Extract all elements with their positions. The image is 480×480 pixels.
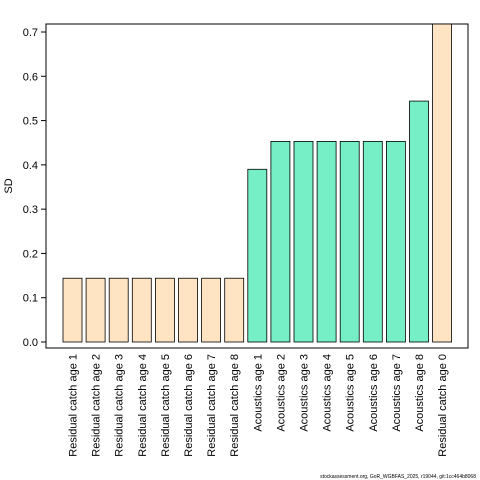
bar-10 — [270, 140, 291, 343]
y-axis-label: SD — [3, 178, 15, 193]
y-tick-label-0: 0.0 — [23, 337, 38, 349]
x-tick-label-16: Acoustics age 8 — [414, 354, 426, 432]
bar-6 — [178, 277, 198, 343]
bar-17 — [432, 23, 453, 343]
x-tick-label-5: Residual catch age 5 — [160, 354, 172, 457]
x-tick-label-11: Acoustics age 3 — [299, 354, 311, 432]
x-tick-label-1: Residual catch age 1 — [68, 354, 80, 457]
x-axis-labels: Residual catch age 1 Residual catch age 2… — [68, 354, 450, 457]
y-tick-label-6: 0.6 — [23, 71, 38, 83]
bar-12 — [316, 140, 337, 343]
bar-11 — [293, 140, 314, 343]
x-tick-label-15: Acoustics age 7 — [391, 354, 403, 432]
y-axis: 0.0 0.1 0.2 0.3 0.4 0.5 0.6 0.7 — [23, 27, 47, 349]
x-tick-label-2: Residual catch age 2 — [91, 354, 103, 457]
bar-15 — [385, 140, 406, 343]
x-tick-label-13: Acoustics age 5 — [345, 354, 357, 432]
y-tick-label-2: 0.2 — [23, 248, 38, 260]
x-tick-label-3: Residual catch age 3 — [114, 354, 126, 457]
bar-4 — [131, 277, 152, 343]
x-tick-label-14: Acoustics age 6 — [368, 354, 380, 432]
x-tick-label-6: Residual catch age 6 — [183, 354, 195, 457]
x-tick-label-10: Acoustics age 2 — [275, 354, 287, 432]
x-tick-label-8: Residual catch age 8 — [229, 354, 241, 457]
bar-13 — [339, 140, 360, 343]
x-tick-label-9: Acoustics age 1 — [252, 354, 264, 432]
bar-5 — [154, 277, 175, 343]
x-tick-label-7: Residual catch age 7 — [206, 354, 218, 457]
x-tick-label-12: Acoustics age 4 — [322, 354, 334, 432]
y-tick-label-4: 0.4 — [23, 160, 38, 172]
bar-2 — [85, 277, 106, 343]
bar-8 — [224, 277, 245, 343]
x-tick-label-4: Residual catch age 4 — [137, 354, 149, 457]
bar-9 — [247, 168, 268, 343]
y-tick-label-3: 0.3 — [23, 204, 38, 216]
bar-14 — [362, 140, 383, 343]
y-tick-label-1: 0.1 — [23, 293, 38, 305]
bar-3 — [108, 277, 129, 343]
bar-16 — [409, 100, 429, 343]
bars-group — [62, 23, 453, 343]
x-tick-label-17: Residual catch age 0 — [437, 354, 449, 457]
bar-1 — [62, 277, 83, 343]
y-tick-label-5: 0.5 — [23, 116, 38, 128]
bar-7 — [201, 277, 222, 343]
footer-text: stockassessment.org, GoR_WGBFAS_2025, r1… — [320, 474, 476, 480]
y-tick-label-7: 0.7 — [23, 27, 38, 39]
